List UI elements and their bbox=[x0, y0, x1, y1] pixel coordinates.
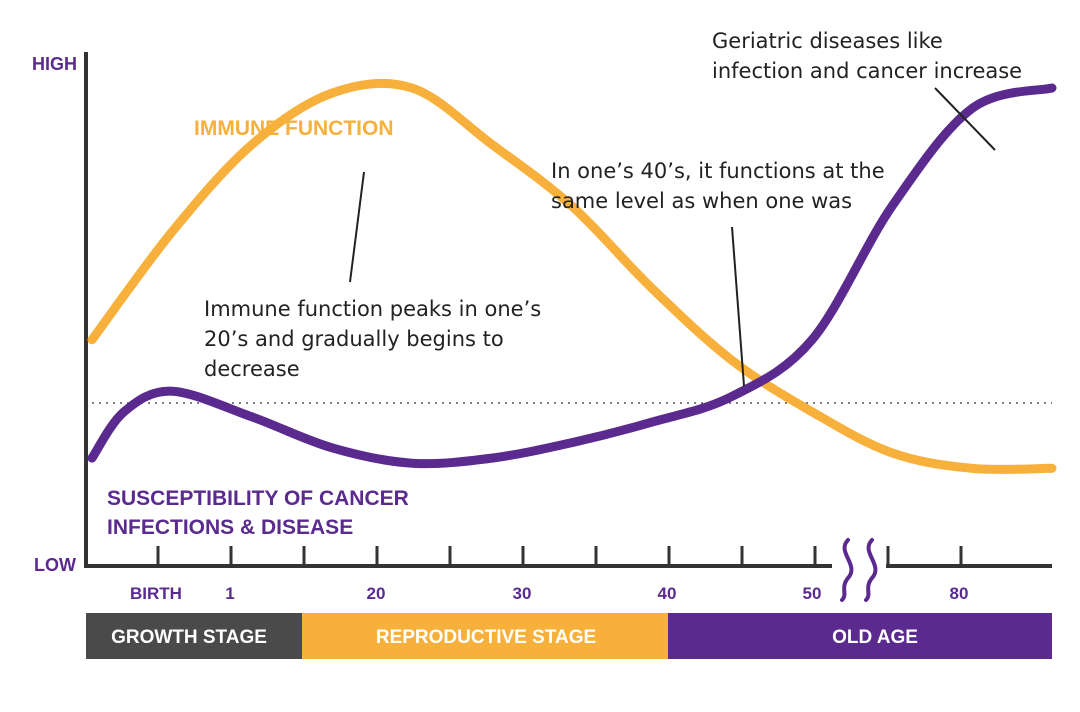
stage-reproductive-label: REPRODUCTIVE STAGE bbox=[376, 627, 596, 648]
axis-break bbox=[832, 538, 886, 602]
annotation-geriatric-pointer bbox=[934, 87, 996, 151]
annotation-peak-line-3: decrease bbox=[204, 357, 300, 381]
annotation-peak-line-1: Immune function peaks in one’s bbox=[204, 297, 541, 321]
stage-growth-block bbox=[86, 613, 302, 659]
annotation-peak-line-2: 20’s and gradually begins to bbox=[204, 327, 504, 351]
x-tick-label: BIRTH bbox=[130, 584, 182, 603]
annotation-crossing-text: In one’s 40’s, it functions at the same … bbox=[551, 159, 891, 213]
axis-break-mark-right bbox=[864, 538, 878, 602]
annotation-peak-pointer bbox=[349, 171, 365, 283]
annotation-geriatric-line-1: Geriatric diseases like bbox=[712, 29, 943, 53]
stage-growth-label: GROWTH STAGE bbox=[111, 627, 267, 648]
stage-old-age-block bbox=[668, 613, 1052, 659]
x-tick-label: 50 bbox=[803, 584, 822, 603]
annotation-crossing-line-2: same level as when one was bbox=[551, 189, 852, 213]
annotation-crossing-pointer bbox=[731, 226, 745, 387]
annotation-geriatric-text: Geriatric diseases like infection and ca… bbox=[712, 29, 1022, 83]
susceptibility-series-label: SUSCEPTIBILITY OF CANCER INFECTIONS & DI… bbox=[107, 487, 415, 539]
susceptibility-label-line-2: INFECTIONS & DISEASE bbox=[107, 516, 353, 539]
stage-old-age-label: OLD AGE bbox=[832, 627, 918, 648]
y-axis-high-label: HIGH bbox=[32, 54, 77, 74]
x-tick-label: 1 bbox=[225, 584, 234, 603]
y-axis-low-label: LOW bbox=[34, 555, 76, 575]
x-tick-label: 30 bbox=[513, 584, 532, 603]
annotation-geriatric-line-2: infection and cancer increase bbox=[712, 59, 1022, 83]
susceptibility-curve bbox=[87, 83, 1057, 469]
annotation-peak: Immune function peaks in one’s 20’s and … bbox=[204, 171, 548, 381]
annotation-crossing-line-1: In one’s 40’s, it functions at the bbox=[551, 159, 885, 183]
stage-reproductive-block bbox=[302, 613, 668, 659]
immune-series-label: IMMUNE FUNCTION bbox=[194, 117, 393, 140]
immune-function-curve bbox=[87, 78, 1057, 474]
stage-bar: GROWTH STAGE REPRODUCTIVE STAGE OLD AGE bbox=[86, 613, 1052, 659]
annotation-geriatric: Geriatric diseases like infection and ca… bbox=[712, 29, 1022, 151]
x-tick-label: 20 bbox=[367, 584, 386, 603]
axis-break-gap bbox=[832, 548, 886, 576]
susceptibility-label-line-1: SUSCEPTIBILITY OF CANCER bbox=[107, 487, 409, 510]
annotation-peak-text: Immune function peaks in one’s 20’s and … bbox=[204, 297, 548, 381]
x-tick-label: 80 bbox=[950, 584, 969, 603]
x-tick-label: 40 bbox=[658, 584, 677, 603]
axis-break-mark-left bbox=[840, 538, 854, 602]
annotation-crossing: In one’s 40’s, it functions at the same … bbox=[551, 159, 891, 387]
